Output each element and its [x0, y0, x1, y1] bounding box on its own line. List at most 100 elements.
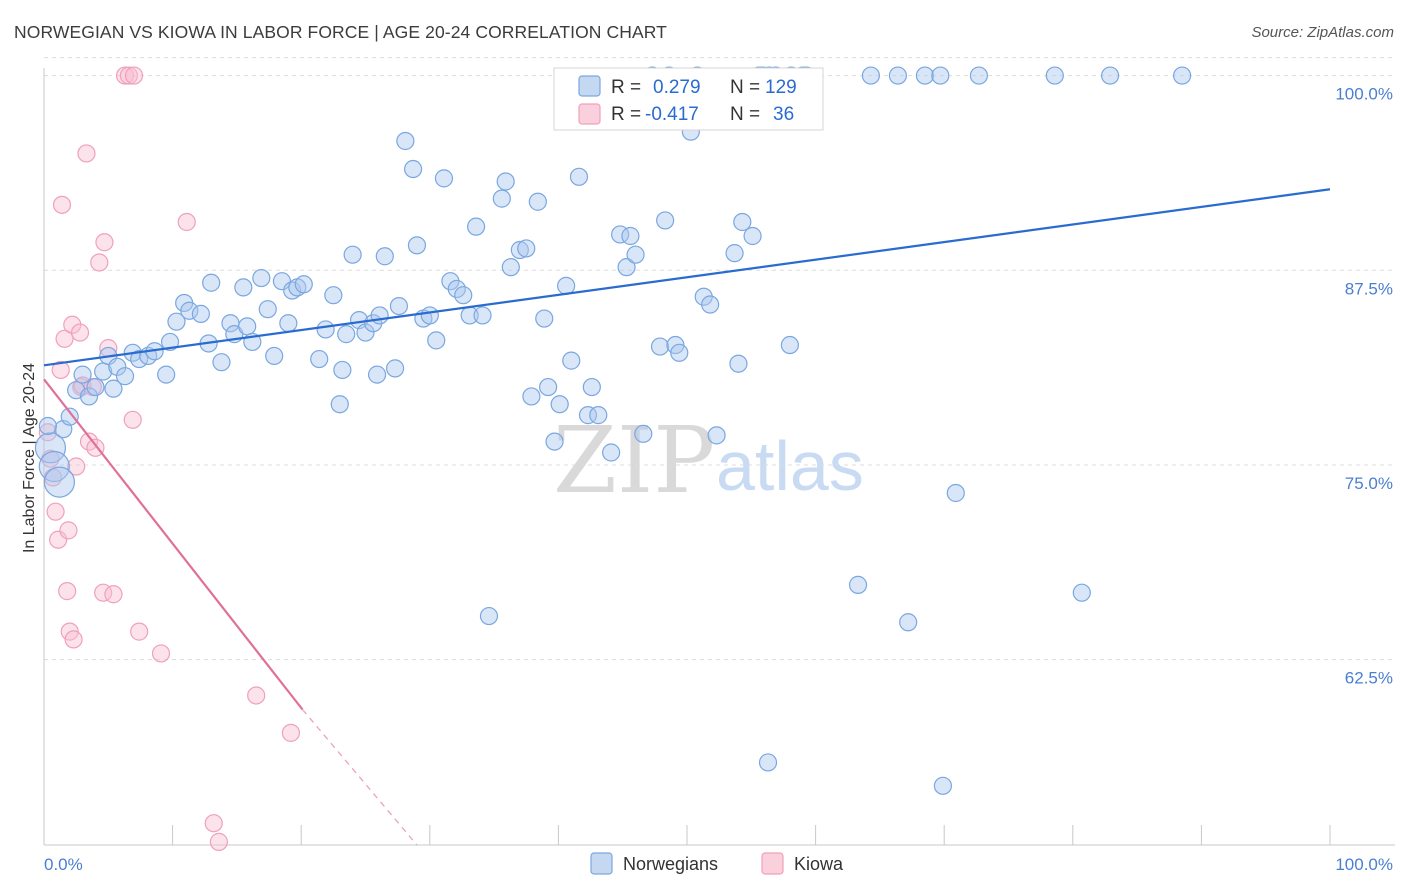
norwegian-point-86 — [602, 443, 621, 462]
norwegian-point-90 — [626, 245, 645, 264]
norwegian-point-40 — [310, 349, 329, 369]
kiowa-point-29 — [124, 66, 144, 85]
norwegian-point-71 — [501, 258, 520, 277]
trendlines — [43, 188, 1331, 846]
y-tick-label-1: 75.0% — [1345, 474, 1393, 493]
norwegian-point-128 — [1100, 66, 1120, 85]
norwegian-point-125 — [969, 66, 989, 85]
chart-title: NORWEGIAN VS KIOWA IN LABOR FORCE | AGE … — [14, 22, 667, 42]
norwegian-point-120 — [899, 613, 918, 632]
norwegian-point-0 — [34, 432, 67, 464]
norwegian-point-73 — [517, 239, 536, 258]
kiowa-point-9 — [59, 521, 78, 540]
norwegian-point-30 — [238, 317, 257, 336]
norwegian-point-82 — [569, 167, 589, 186]
norwegian-point-69 — [492, 189, 511, 208]
correlation-legend: R = 0.279 N = 129 R = -0.417 N = 36 — [553, 67, 824, 131]
gridlines — [44, 57, 1395, 661]
norwegian-point-41 — [316, 320, 335, 339]
norwegian-point-13 — [115, 367, 135, 386]
norwegian-point-50 — [367, 365, 387, 384]
kiowa-point-7 — [55, 329, 74, 348]
kiowa-point-14 — [70, 323, 90, 342]
norwegian-point-53 — [385, 359, 405, 378]
norwegian-point-20 — [167, 312, 186, 331]
kiowa-point-28 — [123, 410, 142, 429]
norwegian-point-93 — [650, 337, 670, 356]
norwegian-point-126 — [1045, 66, 1064, 85]
norwegian-point-119 — [888, 66, 908, 85]
bottom-legend-swatch-kiowa — [761, 852, 784, 875]
norwegian-point-67 — [473, 306, 492, 325]
legend-n-label-kiowa: N = — [730, 104, 760, 125]
norwegian-point-39 — [294, 275, 313, 294]
norwegian-point-107 — [743, 226, 762, 246]
kiowa-point-31 — [151, 644, 171, 663]
norwegian-point-19 — [160, 332, 180, 352]
legend-n-value-norwegians: 129 — [765, 77, 797, 98]
norwegian-point-130 — [38, 416, 57, 436]
norwegian-point-51 — [370, 306, 389, 325]
norwegian-point-70 — [496, 172, 515, 191]
norwegian-point-57 — [407, 236, 427, 255]
bottom-legend-swatch-norwegians — [590, 852, 613, 875]
norwegian-point-104 — [725, 244, 744, 263]
kiowa-point-32 — [177, 212, 196, 232]
norwegian-point-26 — [212, 353, 231, 372]
y-tick-label-3: 100.0% — [1335, 85, 1393, 104]
norwegian-point-77 — [539, 377, 558, 397]
legend-r-label-kiowa: R = — [611, 104, 641, 125]
norwegian-point-44 — [333, 360, 352, 380]
norwegian-point-123 — [933, 776, 953, 795]
norwegian-point-2 — [43, 466, 76, 498]
kiowa-point-34 — [209, 832, 228, 851]
kiowa-point-23 — [95, 233, 114, 252]
norwegian-point-46 — [343, 245, 362, 264]
norwegian-point-129 — [1173, 66, 1192, 85]
y-tick-labels: 62.5% 75.0% 87.5% 100.0% — [1335, 85, 1393, 688]
norwegian-point-29 — [234, 278, 253, 297]
norwegian-point-105 — [729, 354, 748, 373]
norwegian-point-35 — [272, 272, 292, 291]
norwegian-point-85 — [589, 406, 608, 425]
x-tick-label-1: 100.0% — [1335, 855, 1393, 874]
norwegian-point-102 — [701, 295, 720, 314]
kiowa-point-25 — [104, 585, 123, 604]
norwegian-point-43 — [330, 395, 349, 414]
kiowa-point-13 — [67, 457, 86, 476]
norwegian-point-88 — [617, 258, 636, 277]
x-tick-label-0: 0.0% — [44, 855, 83, 874]
norwegian-point-121 — [915, 66, 935, 85]
norwegian-point-122 — [931, 66, 950, 85]
watermark-atlas: atlas — [716, 427, 864, 505]
norwegian-point-84 — [582, 377, 601, 397]
norwegian-point-74 — [522, 387, 541, 406]
norwegian-point-55 — [396, 131, 415, 151]
norwegian-point-6 — [73, 365, 92, 384]
norwegian-point-75 — [528, 192, 547, 211]
kiowa-points — [38, 66, 301, 851]
norwegian-point-22 — [180, 301, 199, 320]
kiowa-point-4 — [49, 530, 68, 549]
norwegian-point-59 — [420, 306, 439, 325]
norwegian-point-48 — [356, 323, 375, 342]
norwegian-point-97 — [670, 343, 689, 362]
norwegian-point-54 — [389, 296, 409, 316]
bottom-legend-label-norwegians: Norwegians — [623, 854, 718, 874]
kiowa-trendline-extension — [301, 709, 418, 846]
norwegian-point-23 — [191, 304, 210, 323]
norwegian-point-52 — [375, 247, 394, 266]
legend-r-label-norwegians: R = — [611, 77, 641, 98]
y-axis-label: In Labor Force | Age 20-24 — [21, 363, 38, 553]
axes — [43, 68, 1395, 846]
legend-swatch-norwegians — [578, 75, 601, 97]
legend-r-value-norwegians: 0.279 — [653, 77, 701, 98]
norwegian-point-64 — [454, 286, 473, 305]
norwegian-point-118 — [861, 66, 880, 85]
norwegian-point-91 — [634, 424, 653, 443]
legend-n-label-norwegians: N = — [730, 77, 760, 98]
y-tick-label-0: 62.5% — [1345, 669, 1393, 688]
norwegian-point-33 — [258, 300, 277, 319]
norwegian-point-7 — [79, 387, 99, 406]
